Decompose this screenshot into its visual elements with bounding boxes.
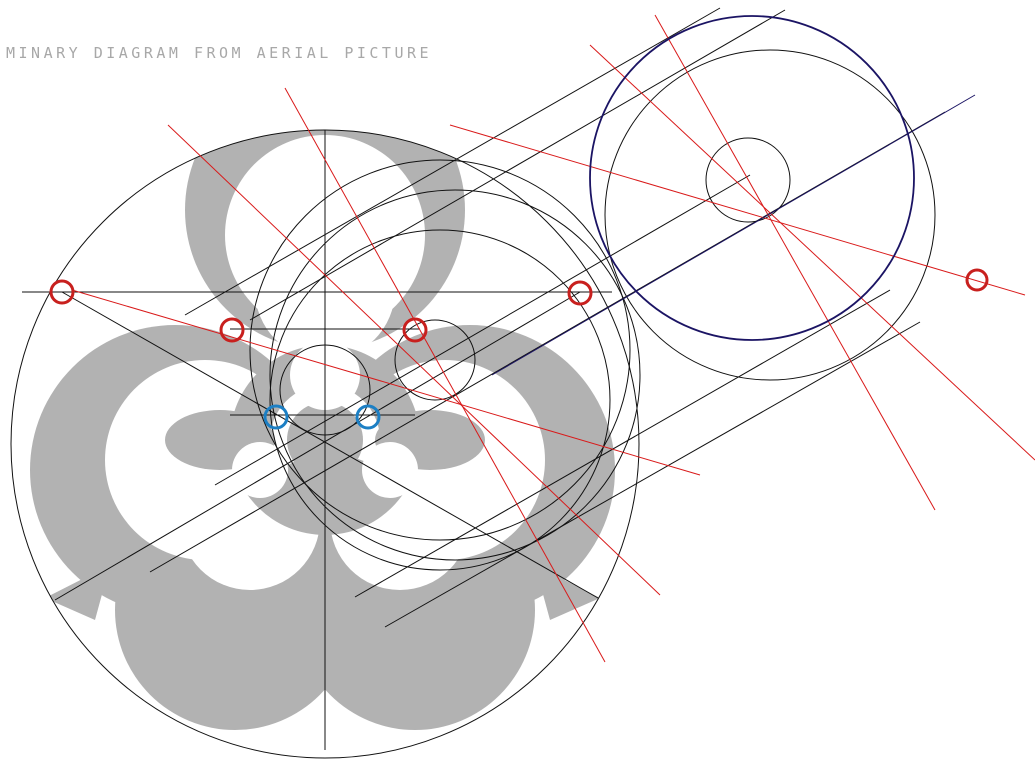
blue-markers [263, 404, 381, 430]
red-lines [71, 14, 1035, 663]
parallel-6 [384, 321, 921, 628]
red-marker [965, 268, 989, 292]
blue-marker [263, 404, 289, 430]
red-markers [49, 268, 989, 343]
parallel-1 [184, 7, 721, 316]
red-marker [49, 279, 75, 305]
red-line-5 [589, 44, 1035, 461]
red-line-3 [71, 289, 701, 476]
red-line-6 [654, 14, 936, 511]
navy-circle [589, 15, 915, 341]
large-circle-1 [249, 159, 631, 541]
navy-line [491, 94, 976, 376]
red-marker [219, 317, 245, 343]
blue-marker [355, 404, 381, 430]
diagram-title: MINARY DIAGRAM FROM AERIAL PICTURE [6, 44, 433, 62]
far-circle [604, 49, 936, 381]
inner-small-circle [279, 344, 371, 436]
parallel-5 [354, 289, 891, 598]
red-line-2 [284, 87, 606, 663]
mid-small-circle [394, 319, 476, 401]
navy-elements [491, 15, 976, 376]
red-line-4 [449, 124, 1026, 296]
large-circle-3 [269, 229, 611, 571]
construction-lines [10, 7, 946, 759]
far-small-circle [705, 137, 791, 223]
red-marker [402, 317, 428, 343]
left-diagonal [61, 291, 599, 599]
red-line-1 [167, 124, 661, 596]
parallel-3 [214, 174, 751, 486]
right-diagonal [54, 291, 581, 601]
red-marker [567, 280, 593, 306]
large-circle-2 [269, 189, 641, 561]
parallel-2 [249, 9, 786, 321]
